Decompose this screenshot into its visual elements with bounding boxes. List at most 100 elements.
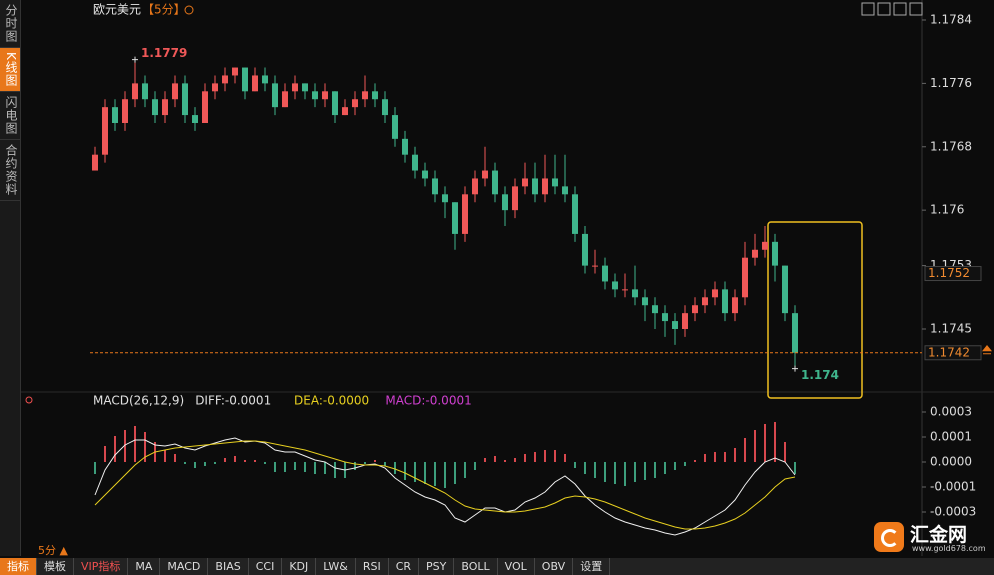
macd-bar — [434, 462, 436, 486]
candle-body — [582, 233, 588, 266]
add-icon[interactable] — [184, 5, 194, 15]
candle-body — [402, 138, 408, 155]
candle-body — [632, 289, 638, 298]
bottom-tab[interactable]: BIAS — [208, 558, 249, 575]
candle-body — [572, 194, 578, 234]
legend-entry: DIFF:-0.0001 — [195, 394, 271, 408]
period: 【5分】 — [142, 3, 186, 17]
bottom-tab[interactable]: 模板 — [37, 558, 74, 575]
macd-bar — [424, 462, 426, 484]
macd-bar — [754, 430, 756, 462]
price-tag-box — [924, 266, 982, 282]
bottom-tab[interactable]: MACD — [160, 558, 209, 575]
macd-bar — [734, 448, 736, 462]
bottom-tab[interactable]: LW& — [316, 558, 356, 575]
bottom-tab[interactable]: 指标 — [0, 558, 37, 575]
candle-body — [122, 99, 128, 123]
candle-body — [272, 83, 278, 108]
candle-body — [202, 91, 208, 123]
bottom-tab[interactable]: VIP指标 — [74, 558, 129, 575]
bottom-tab[interactable]: OBV — [535, 558, 574, 575]
candle-body — [432, 178, 438, 195]
macd-bar — [164, 450, 166, 462]
candle-body — [152, 99, 158, 116]
candle-body — [102, 107, 108, 155]
macd-bar — [334, 462, 336, 478]
logo-name: 汇金网 — [910, 524, 968, 546]
candle-body — [282, 91, 288, 108]
candle-body — [382, 99, 388, 116]
macd-bar — [764, 424, 766, 462]
macd-bar — [104, 446, 106, 462]
y-tick-label: 0.0003 — [930, 405, 972, 419]
macd-bar — [604, 462, 606, 482]
candle-body — [762, 241, 768, 250]
candle-body — [542, 178, 548, 195]
candle-body — [702, 297, 708, 306]
macd-bar — [274, 462, 276, 472]
candle-body — [722, 289, 728, 314]
macd-line — [94, 440, 796, 530]
candle-body — [342, 107, 348, 116]
candle-body — [352, 99, 358, 108]
bottom-tab[interactable]: KDJ — [282, 558, 317, 575]
sidebar-tab[interactable]: K线图 — [0, 48, 20, 92]
candle-body — [512, 186, 518, 211]
macd-bar — [214, 462, 216, 464]
sidebar-tab[interactable]: 合约资料 — [0, 140, 20, 201]
macd-bar — [124, 430, 126, 462]
crosshair-mark — [792, 365, 798, 372]
macd-bar — [594, 462, 596, 478]
candle-body — [462, 194, 468, 234]
macd-bar — [444, 462, 446, 488]
price-annotation: 1.1779 — [141, 46, 187, 60]
bottom-tab[interactable]: CCI — [249, 558, 283, 575]
logo-url: www.gold678.com — [912, 544, 986, 553]
candle-body — [162, 99, 168, 116]
candle-body — [782, 265, 788, 314]
y-tick-label: 1.1768 — [930, 139, 972, 153]
macd-bar — [504, 460, 506, 462]
candle-body — [552, 178, 558, 187]
bottom-tab[interactable]: 设置 — [573, 558, 611, 575]
candle-body — [612, 281, 618, 290]
candle-body — [792, 313, 798, 353]
candle-body — [662, 313, 668, 322]
bottom-tab[interactable]: CR — [389, 558, 420, 575]
macd-bar — [494, 456, 496, 462]
candle-body — [252, 75, 258, 92]
candle-body — [712, 289, 718, 298]
sidebar-tab[interactable]: 闪电图 — [0, 92, 20, 140]
sidebar-tab[interactable]: 分时图 — [0, 0, 20, 48]
candle-body — [362, 91, 368, 100]
candle-body — [772, 241, 778, 266]
candle-body — [322, 91, 328, 100]
candle-body — [422, 170, 428, 179]
candle-body — [222, 75, 228, 84]
macd-bar — [634, 462, 636, 482]
toolbar-icons[interactable] — [861, 2, 923, 16]
macd-title: MACD(26,12,9) — [93, 394, 184, 408]
macd-bar — [264, 462, 266, 464]
settings-icon[interactable] — [25, 396, 33, 404]
bottom-tab[interactable]: MA — [128, 558, 161, 575]
bottom-tab[interactable]: BOLL — [454, 558, 498, 575]
candle-body — [692, 305, 698, 314]
y-tick-label: 0.0001 — [930, 430, 972, 444]
bottom-tab[interactable]: RSI — [356, 558, 389, 575]
candle-body — [522, 178, 528, 187]
legend-entry: MACD:-0.0001 — [385, 394, 471, 408]
candle-body — [492, 170, 498, 195]
candle-body — [562, 186, 568, 195]
price-arrow — [981, 344, 993, 355]
candle-body — [92, 154, 98, 171]
crosshair-mark — [132, 56, 138, 63]
macd-bar — [364, 462, 366, 464]
bottom-tab[interactable]: VOL — [498, 558, 535, 575]
candle-body — [182, 83, 188, 116]
y-tick-label: -0.0001 — [930, 480, 976, 494]
bottom-tab[interactable]: PSY — [419, 558, 455, 575]
macd-bar — [94, 462, 96, 474]
candle-body — [752, 249, 758, 258]
